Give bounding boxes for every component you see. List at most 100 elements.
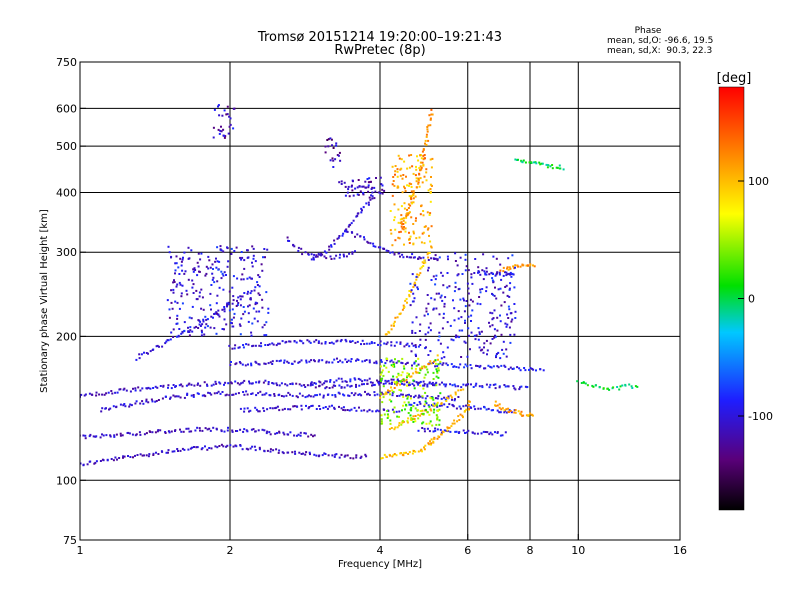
data-point xyxy=(191,305,194,308)
data-point xyxy=(432,384,434,387)
data-point xyxy=(340,180,343,183)
data-point xyxy=(423,175,426,178)
data-point xyxy=(122,456,124,459)
data-points xyxy=(80,104,639,467)
data-point xyxy=(198,319,201,322)
data-point xyxy=(456,274,459,277)
data-point xyxy=(213,327,216,330)
data-point xyxy=(436,401,439,404)
data-point xyxy=(308,360,311,363)
data-point xyxy=(388,398,391,401)
data-point xyxy=(423,242,426,245)
data-point xyxy=(425,310,428,313)
data-point xyxy=(157,399,160,401)
data-point xyxy=(416,409,419,412)
data-point xyxy=(230,253,233,255)
y-tick-label: 100 xyxy=(56,474,77,487)
data-point xyxy=(231,302,234,305)
data-point xyxy=(188,430,191,433)
data-point xyxy=(391,408,394,411)
data-point xyxy=(435,274,438,277)
data-point xyxy=(403,185,405,188)
data-point xyxy=(430,108,433,111)
data-point xyxy=(424,397,427,400)
data-point xyxy=(199,325,202,327)
data-point xyxy=(432,398,435,401)
data-point xyxy=(414,332,417,334)
data-point xyxy=(371,384,373,387)
data-point xyxy=(369,242,372,245)
data-point xyxy=(184,270,187,273)
data-point xyxy=(467,327,470,330)
data-point xyxy=(454,336,457,339)
data-point xyxy=(408,211,411,214)
data-point xyxy=(437,363,440,366)
data-point xyxy=(279,359,282,362)
data-point xyxy=(406,208,409,211)
data-point xyxy=(429,191,432,194)
data-point xyxy=(212,276,215,279)
data-point xyxy=(325,251,328,254)
data-point xyxy=(317,342,320,344)
data-point xyxy=(402,365,405,368)
data-point xyxy=(394,165,397,167)
data-point xyxy=(470,273,473,276)
data-point xyxy=(398,157,401,160)
data-point xyxy=(265,291,268,294)
data-point xyxy=(340,183,343,185)
data-point xyxy=(474,258,477,260)
data-point xyxy=(366,410,369,413)
data-point xyxy=(469,364,472,366)
data-point xyxy=(419,395,422,398)
data-point xyxy=(510,275,513,278)
data-point xyxy=(172,291,175,294)
data-point xyxy=(295,341,298,344)
data-point xyxy=(474,384,477,387)
data-point xyxy=(200,252,203,255)
data-point xyxy=(180,260,183,263)
data-point xyxy=(278,384,281,387)
data-point xyxy=(355,454,358,457)
data-point xyxy=(367,241,370,244)
data-point xyxy=(185,289,188,292)
data-point xyxy=(396,175,399,178)
data-point xyxy=(439,428,442,431)
data-point xyxy=(443,383,446,386)
data-point xyxy=(477,338,480,341)
data-point xyxy=(197,327,200,329)
data-point xyxy=(353,394,356,397)
data-point xyxy=(248,276,251,279)
data-point xyxy=(197,265,200,268)
data-point xyxy=(367,392,370,395)
data-point xyxy=(236,277,239,280)
data-point xyxy=(402,219,405,222)
data-point xyxy=(308,394,310,397)
y-tick-label: 300 xyxy=(56,246,77,259)
data-point xyxy=(434,283,437,286)
data-point xyxy=(267,381,270,383)
data-point xyxy=(179,396,182,399)
data-point xyxy=(284,383,287,386)
data-point xyxy=(194,429,197,432)
data-point xyxy=(206,448,209,451)
data-point xyxy=(410,417,413,420)
data-point xyxy=(520,410,523,413)
data-point xyxy=(494,400,497,403)
data-point xyxy=(227,132,230,135)
data-point xyxy=(424,333,427,336)
data-point xyxy=(430,443,432,446)
data-point xyxy=(305,361,308,364)
data-point xyxy=(479,349,482,352)
data-point xyxy=(315,408,318,410)
data-point xyxy=(403,226,405,228)
data-point xyxy=(406,397,409,400)
data-point xyxy=(558,164,561,167)
data-point xyxy=(387,250,390,252)
data-point xyxy=(371,191,374,194)
data-point xyxy=(174,300,177,303)
data-point xyxy=(390,378,393,381)
data-point xyxy=(415,168,418,171)
x-tick-label: 8 xyxy=(527,544,534,557)
data-point xyxy=(390,383,393,385)
data-point xyxy=(368,361,371,364)
